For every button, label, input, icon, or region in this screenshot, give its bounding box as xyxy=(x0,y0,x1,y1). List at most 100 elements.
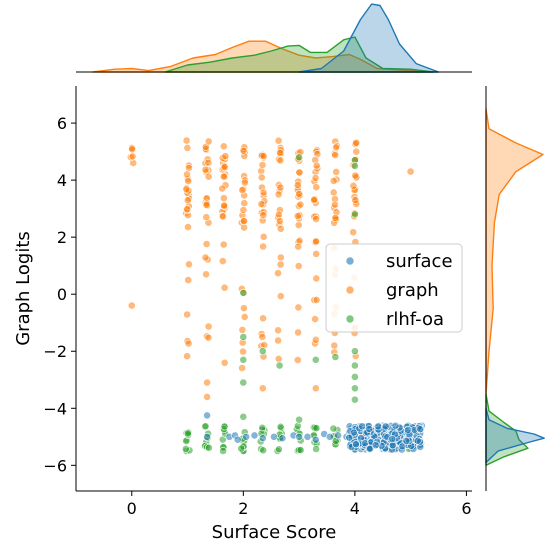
y-tick-label: −6 xyxy=(43,456,67,475)
y-tick-label: −4 xyxy=(43,399,67,418)
y-axis-label: Graph Logits xyxy=(13,231,34,346)
rlhf-oa-point xyxy=(295,153,303,162)
graph-point xyxy=(202,213,211,222)
graph-point xyxy=(182,185,191,194)
graph-point xyxy=(201,165,210,174)
graph-point xyxy=(310,196,319,205)
surface-marginal-y xyxy=(485,407,545,464)
graph-point xyxy=(295,168,304,177)
graph-point xyxy=(331,151,339,160)
rlhf-oa-point xyxy=(350,210,359,219)
surface-point xyxy=(250,431,259,440)
graph-point xyxy=(329,176,338,185)
y-axis-ticks: −6 −4 −2 0 2 4 6 xyxy=(43,114,76,475)
rlhf-oa-point xyxy=(276,422,285,431)
surface-point xyxy=(403,425,412,434)
rlhf-oa-point xyxy=(331,353,340,361)
graph-point xyxy=(259,314,267,323)
surface-point xyxy=(413,436,422,445)
rlhf-oa-point xyxy=(312,424,321,432)
graph-point xyxy=(311,384,320,393)
rlhf-oa-legend-marker xyxy=(345,314,355,324)
rlhf-oa-point xyxy=(239,333,248,341)
graph-point xyxy=(352,147,361,156)
rlhf-oa-point xyxy=(258,347,267,356)
graph-point xyxy=(219,142,228,151)
graph-point xyxy=(204,158,213,167)
graph-point xyxy=(220,201,228,210)
surface-marginal-x xyxy=(298,3,440,73)
rlhf-oa-point xyxy=(181,444,190,453)
graph-point xyxy=(294,303,303,312)
rlhf-oa-point xyxy=(295,415,303,424)
rlhf-oa-point xyxy=(296,446,305,454)
graph-point xyxy=(312,183,321,192)
graph-point xyxy=(182,136,191,145)
surface-point xyxy=(311,435,320,444)
graph-point xyxy=(259,211,268,220)
graph-point xyxy=(239,304,248,313)
surface-point xyxy=(351,440,360,449)
surface-point xyxy=(278,434,287,443)
graph-point xyxy=(239,347,247,356)
rlhf-oa-point xyxy=(239,288,248,297)
surface-point xyxy=(242,432,250,441)
surface-point xyxy=(358,422,366,431)
graph-point xyxy=(296,200,305,209)
graph-legend-marker xyxy=(345,285,355,295)
graph-point xyxy=(238,186,247,195)
graph-point xyxy=(184,276,193,284)
graph-point xyxy=(274,210,283,219)
graph-point xyxy=(311,335,320,344)
graph-point xyxy=(276,292,285,301)
surface-point xyxy=(233,435,242,444)
graph-point xyxy=(219,194,228,203)
graph-point xyxy=(128,152,137,161)
graph-point xyxy=(183,352,191,361)
x-axis-ticks: 0 2 4 6 xyxy=(127,491,472,518)
graph-point xyxy=(312,295,321,304)
surface-point xyxy=(334,431,342,440)
marginal-y-kde xyxy=(485,86,545,491)
graph-point xyxy=(406,167,415,176)
graph-point xyxy=(183,205,192,214)
surface-point xyxy=(345,433,354,442)
graph-point xyxy=(276,253,285,262)
rlhf-oa-point xyxy=(329,424,338,433)
graph-point xyxy=(184,177,193,185)
graph-point xyxy=(274,326,282,335)
rlhf-oa-point xyxy=(350,372,359,381)
graph-point xyxy=(294,221,303,229)
graph-point xyxy=(204,322,213,331)
graph-point xyxy=(203,392,211,401)
graph-point xyxy=(259,152,268,160)
surface-point xyxy=(371,441,380,450)
graph-point xyxy=(128,145,137,154)
graph-point xyxy=(219,240,228,249)
graph-point xyxy=(183,196,192,205)
rlhf-oa-point xyxy=(350,395,359,404)
graph-point xyxy=(312,161,321,170)
surface-point xyxy=(381,422,390,431)
graph-point xyxy=(204,137,213,146)
graph-point xyxy=(127,301,136,310)
graph-point xyxy=(352,138,361,147)
graph-point xyxy=(312,249,321,258)
x-axis-label: Surface Score xyxy=(212,522,337,543)
surface-point xyxy=(365,425,374,433)
surface-point xyxy=(398,442,407,451)
graph-point xyxy=(220,358,229,367)
surface-point xyxy=(374,422,382,431)
surface-point xyxy=(295,432,303,441)
graph-point xyxy=(221,152,230,160)
rlhf-oa-point xyxy=(219,447,227,455)
graph-point xyxy=(259,232,268,241)
graph-point xyxy=(294,328,302,337)
legend-box xyxy=(325,243,463,333)
rlhf-oa-point xyxy=(239,355,248,364)
graph-point xyxy=(240,223,248,232)
surface-point xyxy=(203,432,211,441)
graph-point xyxy=(239,146,248,155)
surface-point xyxy=(391,421,400,430)
